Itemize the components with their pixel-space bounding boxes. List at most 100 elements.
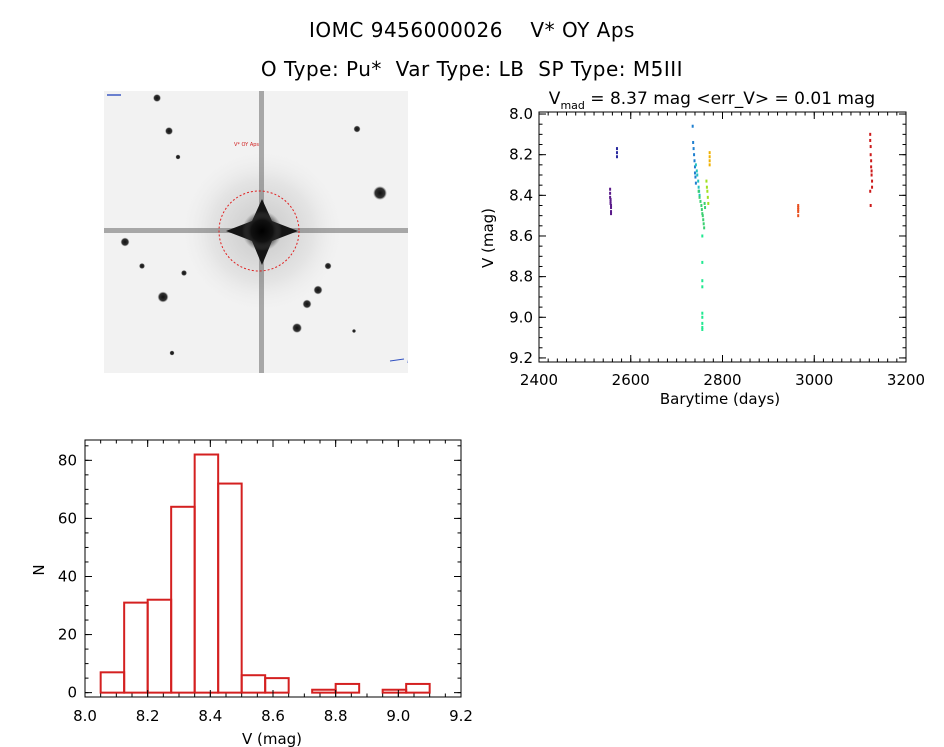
var-type-label: Var Type: xyxy=(395,57,492,81)
data-point xyxy=(869,132,872,136)
y-tick-label: 20 xyxy=(58,626,77,644)
data-point xyxy=(705,185,708,189)
field-star xyxy=(120,237,130,247)
star-id: IOMC 9456000026 xyxy=(309,18,503,42)
data-point xyxy=(701,327,704,331)
histogram-bar xyxy=(217,482,243,694)
data-point xyxy=(694,163,697,167)
data-point xyxy=(869,203,872,207)
field-star xyxy=(313,285,323,295)
data-point xyxy=(871,179,874,183)
field-stars xyxy=(120,94,387,356)
histogram-bar xyxy=(146,598,173,694)
data-point xyxy=(701,285,704,289)
x-tick-label: 3200 xyxy=(887,371,925,389)
histogram-bar xyxy=(264,677,290,694)
o-type-label: O Type: xyxy=(260,57,340,81)
data-point xyxy=(708,163,711,167)
histogram-bar xyxy=(240,674,267,694)
light-curve-title: Vmad = 8.37 mag <err_V> = 0.01 mag xyxy=(549,89,875,112)
data-point xyxy=(704,206,707,210)
data-point xyxy=(705,179,708,183)
figure-title: IOMC 9456000026 V* OY Aps xyxy=(0,18,944,42)
data-point xyxy=(870,173,873,177)
data-point xyxy=(609,195,612,199)
light-curve-points xyxy=(609,124,874,331)
data-point xyxy=(869,189,872,193)
y-tick-label: 40 xyxy=(58,567,77,585)
y-tick-label: 8.2 xyxy=(509,146,533,164)
data-point xyxy=(697,179,700,183)
histogram-ylabel: N xyxy=(30,564,48,575)
x-tick-label: 8.0 xyxy=(73,707,97,725)
data-point xyxy=(708,159,711,163)
y-tick-label: 8.8 xyxy=(509,268,533,286)
data-point xyxy=(609,201,612,205)
histogram-bar xyxy=(193,453,220,694)
data-point xyxy=(615,155,618,159)
data-point xyxy=(696,173,699,177)
data-point xyxy=(609,187,612,191)
data-point xyxy=(694,181,697,185)
field-star xyxy=(153,94,161,102)
finder-chart-image: V* OY Aps xyxy=(104,91,408,373)
y-tick-label: 8.0 xyxy=(509,105,533,123)
x-tick-label: 3000 xyxy=(795,371,833,389)
data-point xyxy=(697,185,700,189)
x-tick-label: 2800 xyxy=(703,371,741,389)
data-point xyxy=(698,193,701,197)
y-tick-label: 60 xyxy=(58,509,77,527)
x-tick-label: 2400 xyxy=(520,371,558,389)
data-point xyxy=(609,197,612,201)
target-label: V* OY Aps xyxy=(234,142,259,148)
data-point xyxy=(706,189,709,193)
star-name: V* OY Aps xyxy=(530,18,635,42)
histogram-x-ticks: 8.0 8.2 8.4 8.6 8.8 9.0 9.2 xyxy=(73,440,473,725)
x-tick-label: 8.6 xyxy=(261,707,285,725)
y-tick-label: 80 xyxy=(58,451,77,469)
histogram-y-ticks: 0 20 40 60 80 xyxy=(58,445,461,702)
data-point xyxy=(869,153,872,157)
data-point xyxy=(701,214,704,218)
field-star xyxy=(353,125,361,133)
x-tick-label: 9.0 xyxy=(386,707,410,725)
field-star xyxy=(292,323,302,333)
var-type-value: LB xyxy=(498,57,525,81)
histogram-bar xyxy=(405,682,431,694)
o-type-value: Pu* xyxy=(346,57,382,81)
data-point xyxy=(610,206,613,210)
data-point xyxy=(708,151,711,155)
data-point xyxy=(797,208,800,212)
light-curve-ylabel: V (mag) xyxy=(479,208,497,268)
data-point xyxy=(615,147,618,151)
figure-subtitle: O Type: Pu* Var Type: LB SP Type: M5III xyxy=(0,57,944,81)
title-symbol: V xyxy=(549,89,561,109)
x-tick-label: 8.4 xyxy=(198,707,222,725)
histogram-bars xyxy=(99,453,431,694)
data-point xyxy=(693,171,696,175)
field-star xyxy=(352,329,356,333)
y-tick-label: 9.0 xyxy=(509,308,533,326)
data-point xyxy=(695,169,698,173)
data-point xyxy=(691,124,694,128)
histogram-bar xyxy=(170,505,196,694)
histogram-bar xyxy=(99,671,126,694)
data-point xyxy=(870,169,873,173)
data-point xyxy=(698,189,701,193)
histogram-bar xyxy=(381,688,408,694)
data-point xyxy=(707,201,710,205)
data-point xyxy=(703,201,706,205)
data-point xyxy=(797,206,800,210)
y-tick-label: 9.2 xyxy=(509,349,533,367)
x-tick-label: 2600 xyxy=(612,371,650,389)
data-point xyxy=(700,208,703,212)
data-point xyxy=(702,222,705,226)
data-point xyxy=(693,159,696,163)
data-point xyxy=(797,203,800,207)
data-point xyxy=(797,214,800,218)
histogram-bar xyxy=(334,682,361,694)
data-point xyxy=(700,203,703,207)
data-point xyxy=(701,260,704,264)
data-point xyxy=(698,195,701,199)
field-star xyxy=(165,127,173,135)
